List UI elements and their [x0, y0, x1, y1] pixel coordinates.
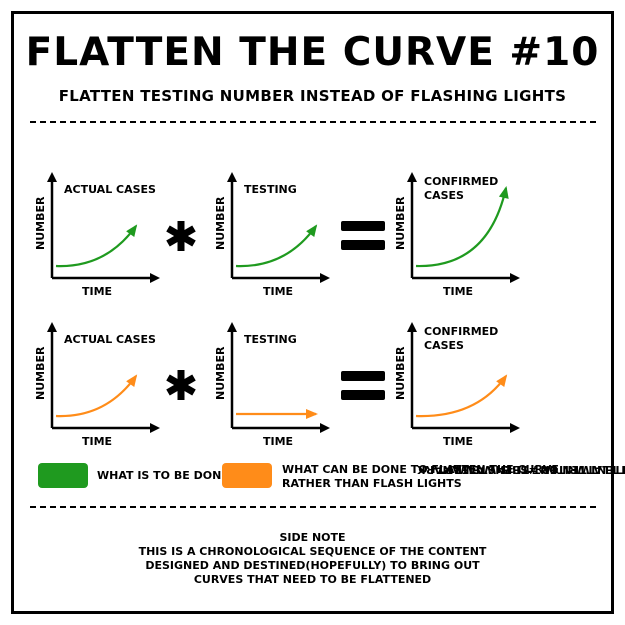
page-title: FLATTEN THE CURVE #10 [25, 30, 600, 75]
curve-arrowhead [126, 374, 138, 388]
y-axis-label: NUMBER [34, 346, 47, 400]
asterisk-icon [166, 221, 196, 251]
chart-confirmed-cases-orange: CONFIRMED CASES NUMBER TIME [394, 322, 520, 448]
x-axis-label: TIME [443, 435, 473, 448]
curve-arrowhead [498, 186, 509, 199]
curve-arrowhead [306, 224, 318, 238]
top-divider [30, 121, 596, 123]
chart-actual-cases-green: ACTUAL CASES NUMBER TIME [34, 172, 160, 298]
chart-testing-orange: TESTING NUMBER TIME [214, 322, 330, 448]
chart-label-line1: CONFIRMED [424, 175, 498, 188]
x-axis-label: TIME [82, 285, 112, 298]
side-note-line1: THIS IS A CHRONOLOGICAL SEQUENCE OF THE … [138, 545, 487, 558]
chart-label-line1: ACTUAL CASES [64, 183, 156, 196]
bottom-divider [30, 506, 596, 508]
side-note-heading: SIDE NOTE [279, 531, 346, 544]
equals-icon [341, 371, 385, 400]
y-axis-label: NUMBER [394, 346, 407, 400]
chart-label-line1: TESTING [244, 183, 297, 196]
chart-label-line2: CASES [424, 189, 464, 202]
chart-curve [55, 225, 137, 268]
legend-label-green: WHAT IS TO BE DONE [97, 469, 229, 482]
y-axis-label: NUMBER [34, 196, 47, 250]
x-axis-label: TIME [443, 285, 473, 298]
watermark-line2: #THECONTENTWRITER #SBENSTEWART [436, 463, 625, 476]
outer-frame [11, 11, 614, 614]
chart-label-line1: CONFIRMED [424, 325, 498, 338]
x-axis-label: TIME [263, 285, 293, 298]
equals-operator-row2 [341, 370, 385, 406]
y-axis-label: NUMBER [214, 196, 227, 250]
chart-actual-cases-orange: ACTUAL CASES NUMBER TIME [34, 322, 160, 448]
x-axis-label: TIME [263, 435, 293, 448]
side-note-line3: CURVES THAT NEED TO BE FLATTENED [193, 573, 432, 586]
chart-label-line2: CASES [424, 339, 464, 352]
chart-curve [415, 187, 508, 268]
chart-confirmed-cases-green: CONFIRMED CASES NUMBER TIME [394, 172, 520, 298]
legend-swatch-green [38, 463, 88, 488]
chart-label-line1: ACTUAL CASES [64, 333, 156, 346]
chart-testing-green: TESTING NUMBER TIME [214, 172, 330, 298]
equals-operator-row1 [341, 220, 385, 256]
chart-label-line1: TESTING [244, 333, 297, 346]
chart-curve [235, 225, 317, 268]
side-note-line2: DESIGNED AND DESTINED(HOPEFULLY) TO BRIN… [145, 559, 480, 572]
chart-curve [55, 375, 137, 418]
legend-label-orange-line1: WHAT CAN BE DONE TO FLATTEN THE CURVE [282, 463, 559, 476]
multiply-operator-row2 [165, 368, 197, 406]
legend-swatch-orange [222, 463, 272, 488]
y-axis-label: NUMBER [394, 196, 407, 250]
multiply-operator-row1 [165, 219, 197, 257]
page-subtitle: FLATTEN TESTING NUMBER INSTEAD OF FLASHI… [58, 87, 567, 105]
legend-label-orange-line2: RATHER THAN FLASH LIGHTS [282, 477, 462, 490]
y-axis-label: NUMBER [214, 346, 227, 400]
x-axis-label: TIME [82, 435, 112, 448]
curve-arrowhead [306, 409, 318, 419]
side-note: SIDE NOTE THIS IS A CHRONOLOGICAL SEQUEN… [0, 531, 625, 587]
curve-arrowhead [496, 374, 508, 388]
asterisk-icon [166, 370, 196, 400]
equals-icon [341, 221, 385, 250]
legend-label-orange: WHAT CAN BE DONE TO FLATTEN THE CURVE RA… [282, 463, 559, 491]
chart-curve [415, 375, 507, 418]
curve-arrowhead [126, 224, 138, 238]
